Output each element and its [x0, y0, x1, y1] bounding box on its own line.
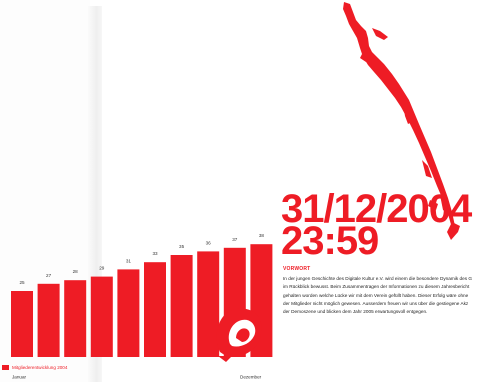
bar-value-label-3: 28: [73, 269, 79, 274]
section-body: In der jungen Geschichte des Digitale Ku…: [283, 275, 483, 316]
legend-swatch: [2, 365, 9, 370]
bar-10: [250, 244, 273, 357]
legend-entry: Mitgliederentwicklung 2004: [12, 365, 68, 370]
bar-3: [64, 280, 87, 357]
bar-4: [90, 276, 113, 357]
bar-9: [223, 247, 246, 357]
section-body-line: In der jungen Geschichte des Digitale Ku…: [283, 276, 472, 281]
bar-8: [197, 251, 220, 357]
headline-date-line: 31/12/2004: [281, 187, 472, 231]
bar-value-label-2: 27: [46, 273, 52, 278]
bar-value-label-6: 33: [152, 251, 158, 256]
bar-value-label-8: 36: [206, 240, 212, 245]
bar-7: [170, 255, 193, 357]
bar-5: [117, 269, 140, 357]
bar-value-label-4: 29: [99, 266, 105, 271]
chart-value-labels: 25 27 28 29 31 33 35 36 37 38: [19, 233, 264, 285]
section-heading: VORWORT: [283, 266, 311, 272]
chart-bars: [11, 244, 273, 357]
bar-value-label-5: 31: [126, 258, 132, 263]
x-axis-start-label: Januar: [12, 375, 27, 380]
bar-value-label-1: 25: [19, 280, 25, 285]
headline-time-line: 23:59: [281, 219, 379, 263]
bar-2: [37, 283, 60, 357]
bar-value-label-10: 38: [259, 233, 265, 238]
section-body-line: der Demoszene und blicken dem Jahr 2005 …: [283, 309, 428, 315]
member-growth-chart: 25 27 28 29 31 33 35 36 37 38 Mitgliederentwicklu…: [2, 233, 273, 380]
bar-1: [11, 291, 33, 357]
bar-6: [144, 262, 166, 357]
bar-value-label-9: 37: [232, 237, 238, 242]
x-axis-end-label: Dezember: [240, 375, 262, 380]
section-body-line: im Rückblick bewusst. Beim Zusammentrage…: [283, 284, 470, 290]
headline-date: 31/12/2004 23:59: [281, 187, 472, 263]
section-body-line: gehalten worden welche Lücke wir mit dem…: [283, 292, 469, 298]
section-body-line: der Mitglieder nicht möglich gewesen. Au…: [283, 300, 469, 306]
bar-value-label-7: 35: [179, 244, 185, 249]
